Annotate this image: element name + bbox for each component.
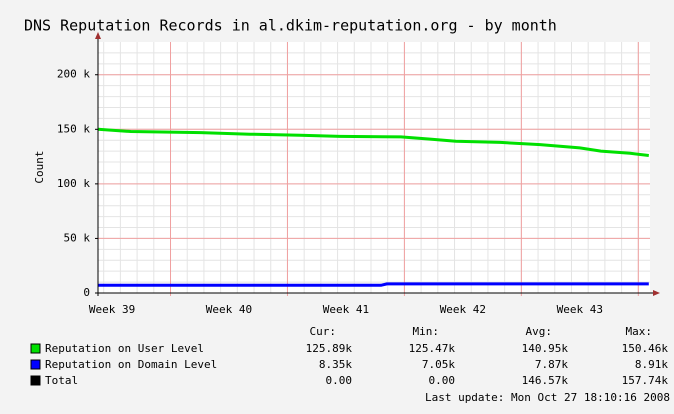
stat-value: 0.00 xyxy=(429,374,456,387)
stat-header: Avg: xyxy=(526,325,553,338)
plot-area xyxy=(98,42,650,293)
series-line xyxy=(97,127,649,157)
legend-label: Total xyxy=(45,374,78,387)
stat-header: Min: xyxy=(413,325,440,338)
x-axis-arrow xyxy=(653,290,660,296)
last-update: Last update: Mon Oct 27 18:10:16 2008 xyxy=(425,391,670,404)
legend-label: Reputation on User Level xyxy=(45,342,204,355)
stat-value: 125.89k xyxy=(306,342,353,355)
legend-swatch xyxy=(30,375,41,386)
x-tick-label: Week 39 xyxy=(89,303,135,316)
x-tick-label: Week 41 xyxy=(323,303,369,316)
stat-value: 146.57k xyxy=(522,374,569,387)
x-tick-label: Week 40 xyxy=(206,303,252,316)
stat-value: 8.91k xyxy=(635,358,668,371)
stat-header: Max: xyxy=(626,325,653,338)
legend-swatch xyxy=(30,359,41,370)
stat-value: 8.35k xyxy=(319,358,352,371)
stat-value: 0.00 xyxy=(326,374,353,387)
stat-value: 125.47k xyxy=(409,342,456,355)
stat-value: 7.87k xyxy=(535,358,568,371)
stat-value: 7.05k xyxy=(422,358,455,371)
series-line xyxy=(98,282,649,287)
y-axis-label: Count xyxy=(33,150,46,183)
y-axis-arrow xyxy=(95,32,101,39)
y-tick-label: 100 k xyxy=(57,177,90,190)
stat-value: 150.46k xyxy=(622,342,669,355)
stat-value: 157.74k xyxy=(622,374,669,387)
stat-header: Cur: xyxy=(310,325,337,338)
y-tick-label: 50 k xyxy=(64,231,91,244)
x-tick-label: Week 43 xyxy=(557,303,603,316)
legend-label: Reputation on Domain Level xyxy=(45,358,217,371)
y-tick-label: 150 k xyxy=(57,122,90,135)
legend-swatch xyxy=(30,343,41,354)
chart-title: DNS Reputation Records in al.dkim-reputa… xyxy=(24,17,557,35)
stat-value: 140.95k xyxy=(522,342,569,355)
x-tick-label: Week 42 xyxy=(440,303,486,316)
y-tick-label: 0 xyxy=(83,286,90,299)
y-tick-label: 200 k xyxy=(57,68,90,81)
